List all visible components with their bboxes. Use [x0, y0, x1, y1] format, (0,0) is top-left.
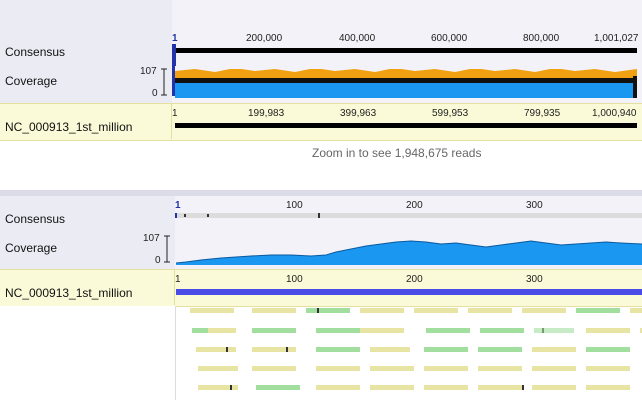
top-coverage-min: 0 — [152, 88, 158, 99]
bottom-ref-tick-100: 100 — [286, 274, 303, 285]
bottom-coverage-label: Coverage — [5, 241, 58, 255]
bottom-coverage-max: 107 — [143, 233, 160, 244]
top-ruler-tick-1: 1 — [172, 33, 178, 44]
bottom-reference-row — [0, 269, 642, 307]
top-ruler-tick-end: 1,001,027 — [594, 33, 639, 44]
top-ref-tick-2: 199,983 — [248, 108, 285, 119]
bottom-consensus-label: Consensus — [5, 212, 66, 226]
bottom-coverage-graph — [176, 240, 642, 265]
reads-label-column — [0, 306, 175, 400]
top-reference-sequence-bar[interactable] — [175, 123, 637, 128]
bottom-ruler-tick-300: 300 — [526, 200, 543, 211]
top-consensus-bar[interactable] — [175, 48, 637, 53]
bottom-reference-name[interactable]: NC_000913_1st_million — [5, 286, 133, 300]
reads-divider — [175, 306, 176, 400]
bottom-reference-divider — [174, 270, 175, 305]
read-row-4 — [198, 366, 630, 371]
top-ruler-tick-200000: 200,000 — [246, 33, 283, 44]
bottom-ref-tick-1: 1 — [175, 274, 181, 285]
bottom-ruler-tick-200: 200 — [406, 200, 423, 211]
top-viewport-marker[interactable] — [172, 44, 176, 96]
read-row-2 — [192, 328, 642, 333]
top-ref-tick-5: 799,935 — [524, 108, 561, 119]
bottom-label-panel — [0, 196, 175, 270]
bottom-ref-tick-200: 200 — [406, 274, 423, 285]
read-row-5 — [198, 385, 630, 390]
top-ruler-tick-400000: 400,000 — [339, 33, 376, 44]
bottom-ref-tick-300: 300 — [526, 274, 543, 285]
top-reference-divider — [171, 104, 172, 139]
top-ref-tick-1: 1 — [172, 108, 178, 119]
bottom-reference-sequence-bar[interactable] — [176, 289, 642, 295]
top-reference-name[interactable]: NC_000913_1st_million — [5, 120, 133, 134]
bottom-coverage-min: 0 — [155, 255, 161, 266]
panel-separator — [0, 190, 642, 196]
bottom-consensus-bar[interactable] — [175, 213, 642, 219]
top-ruler-tick-600000: 600,000 — [431, 33, 468, 44]
top-ref-tick-4: 599,953 — [432, 108, 469, 119]
top-ref-tick-3: 399,963 — [340, 108, 377, 119]
top-coverage-graph — [175, 66, 637, 98]
top-reference-row — [0, 103, 642, 141]
bottom-ruler-tick-1: 1 — [175, 200, 181, 211]
read-row-1 — [190, 308, 642, 313]
bottom-ruler-tick-100: 100 — [286, 200, 303, 211]
bottom-coverage-scale-bar — [164, 235, 170, 263]
top-coverage-label: Coverage — [5, 74, 58, 88]
top-label-panel — [0, 0, 172, 104]
zoom-message: Zoom in to see 1,948,675 reads — [312, 146, 482, 160]
top-coverage-scale-bar — [161, 68, 167, 96]
top-ref-tick-6: 1,000,940 — [592, 108, 637, 119]
read-row-3 — [196, 347, 630, 352]
top-ruler-tick-800000: 800,000 — [523, 33, 560, 44]
top-consensus-label: Consensus — [5, 45, 66, 59]
reads-pileup[interactable] — [176, 306, 642, 400]
top-coverage-max: 107 — [140, 66, 157, 77]
